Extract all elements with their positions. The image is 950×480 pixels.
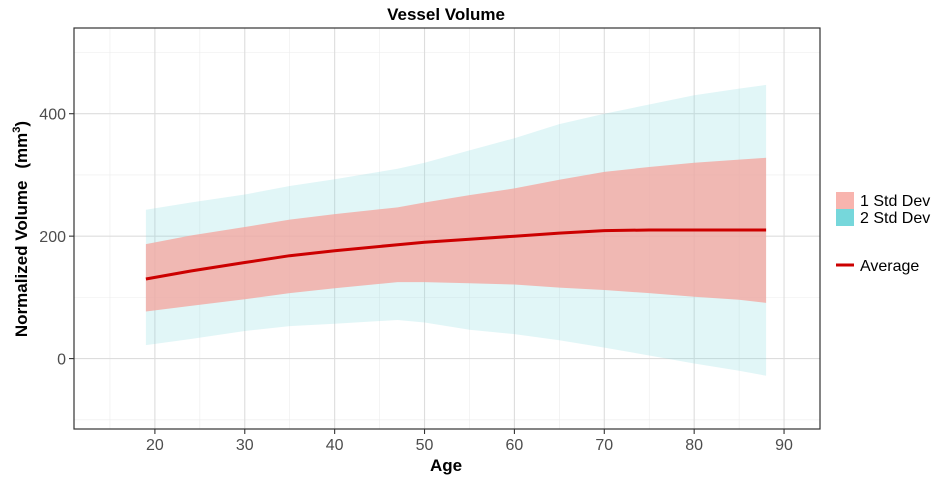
plot-panel bbox=[73, 27, 821, 430]
x-tick-label: 90 bbox=[775, 437, 793, 454]
x-tick-label: 80 bbox=[685, 437, 703, 454]
legend-label-2-std-dev: 2 Std Dev bbox=[860, 210, 930, 227]
legend-label-average: Average bbox=[860, 258, 919, 275]
y-axis-unit-close: ) bbox=[12, 121, 31, 127]
legend: 1 Std Dev 2 Std Dev Average bbox=[836, 192, 930, 275]
x-tick-label: 20 bbox=[146, 437, 164, 454]
band-1-std-dev bbox=[145, 157, 767, 312]
x-tick-label: 40 bbox=[326, 437, 344, 454]
y-tick-label: 400 bbox=[39, 107, 66, 124]
chart-title: Vessel Volume bbox=[387, 5, 505, 24]
y-tick-label: 200 bbox=[39, 229, 66, 246]
std-dev-bands bbox=[145, 84, 767, 376]
y-axis-title-main: Normalized Volume bbox=[12, 181, 31, 338]
y-axis-ticks: 0 200 400 bbox=[39, 107, 74, 369]
y-axis-unit-superscript: 3 bbox=[11, 127, 23, 133]
y-axis-title: Normalized Volume (mm3) bbox=[11, 121, 31, 337]
x-tick-label: 60 bbox=[506, 437, 524, 454]
y-tick-label: 0 bbox=[57, 352, 66, 369]
x-tick-label: 50 bbox=[416, 437, 434, 454]
legend-label-1-std-dev: 1 Std Dev bbox=[860, 193, 930, 210]
panel-border bbox=[73, 27, 821, 430]
average-line bbox=[145, 228, 767, 281]
legend-key-2-std-dev bbox=[836, 209, 854, 226]
x-tick-label: 30 bbox=[236, 437, 254, 454]
y-axis-unit-open: (mm bbox=[12, 133, 31, 169]
legend-key-1-std-dev bbox=[836, 192, 854, 209]
average-line-layer bbox=[145, 228, 767, 281]
x-axis-title: Age bbox=[430, 456, 462, 475]
x-axis-ticks: 20 30 40 50 60 70 80 90 bbox=[146, 429, 793, 454]
x-tick-label: 70 bbox=[595, 437, 613, 454]
